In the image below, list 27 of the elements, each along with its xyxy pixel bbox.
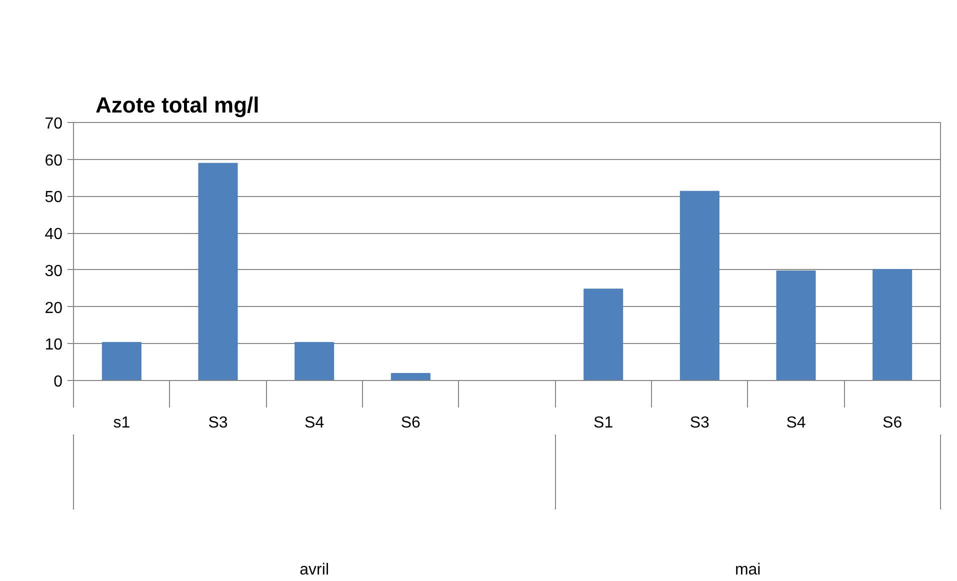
y-tick-label: 30 bbox=[44, 262, 63, 280]
x-tick-label: S1 bbox=[594, 414, 614, 432]
bar bbox=[102, 342, 142, 380]
bar bbox=[390, 372, 430, 380]
text: mai bbox=[734, 562, 761, 578]
bar bbox=[584, 288, 624, 380]
text: avril bbox=[300, 562, 330, 578]
x-tick-label: S4 bbox=[786, 414, 806, 432]
chart-title: Azote total mg/l bbox=[96, 92, 260, 118]
x-tick-label: s1 bbox=[113, 414, 130, 432]
bar bbox=[776, 270, 816, 380]
bar bbox=[198, 162, 238, 380]
y-tick-label: 60 bbox=[44, 152, 63, 170]
x-tick-label: S6 bbox=[882, 414, 902, 432]
y-tick-label: 10 bbox=[44, 336, 63, 354]
y-tick-label: 20 bbox=[44, 300, 63, 317]
bar bbox=[680, 190, 720, 380]
bar bbox=[294, 342, 334, 380]
x-tick-label: S6 bbox=[400, 414, 421, 432]
x-tick-label: S4 bbox=[304, 414, 324, 432]
y-tick-label: 50 bbox=[44, 189, 63, 206]
x-tick-label: S3 bbox=[690, 414, 710, 432]
y-tick-label: 70 bbox=[44, 116, 63, 132]
bar bbox=[872, 269, 912, 380]
x-tick-label: S3 bbox=[208, 414, 228, 432]
y-tick-label: 40 bbox=[44, 226, 63, 244]
y-tick-label: 0 bbox=[54, 374, 63, 390]
